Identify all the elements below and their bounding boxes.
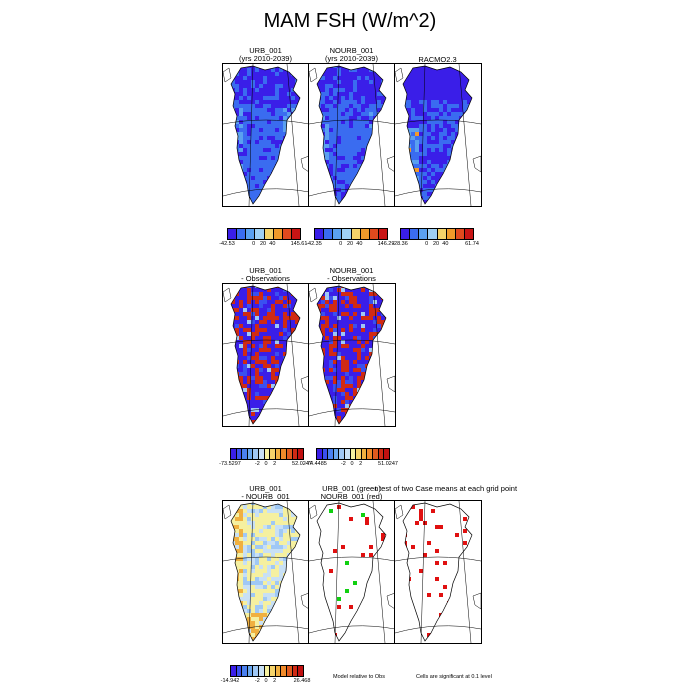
panel-title-3: RACMO2.3 xyxy=(418,55,457,64)
panel-title-5: NOURB_001- Observations xyxy=(327,266,376,283)
map-panel-2 xyxy=(308,63,396,207)
map-panel-1 xyxy=(222,63,310,207)
map-panel-5 xyxy=(308,283,396,427)
map-panel-4 xyxy=(222,283,310,427)
colorbar-5 xyxy=(316,448,390,460)
panel-title-2: NOURB_001 (yrs 2010-2039) xyxy=(325,46,378,63)
panel-title-8: t test of two Case means at each grid po… xyxy=(374,484,518,493)
panel-title-6: URB_001- NOURB_001 xyxy=(241,484,290,501)
map-panel-8 xyxy=(394,500,482,644)
panel-title-4: URB_001- Observations xyxy=(241,266,290,283)
note-model-relative: Model relative to Obs xyxy=(333,674,385,680)
note-significance: Cells are significant at 0.1 level xyxy=(416,674,492,680)
colorbar-3 xyxy=(400,228,474,240)
panel-title-1: URB_001 (yrs 2010-2039) xyxy=(239,46,292,63)
map-panel-7 xyxy=(308,500,396,644)
colorbar-4 xyxy=(230,448,304,460)
map-panel-6 xyxy=(222,500,310,644)
colorbar-6 xyxy=(230,665,304,677)
colorbar-1 xyxy=(227,228,301,240)
figure-title: MAM FSH (W/m^2) xyxy=(263,10,437,32)
colorbar-2 xyxy=(314,228,388,240)
panel-title-7: URB_001 (green) NOURB_001 (red) xyxy=(320,484,383,501)
map-panel-3 xyxy=(394,63,482,207)
